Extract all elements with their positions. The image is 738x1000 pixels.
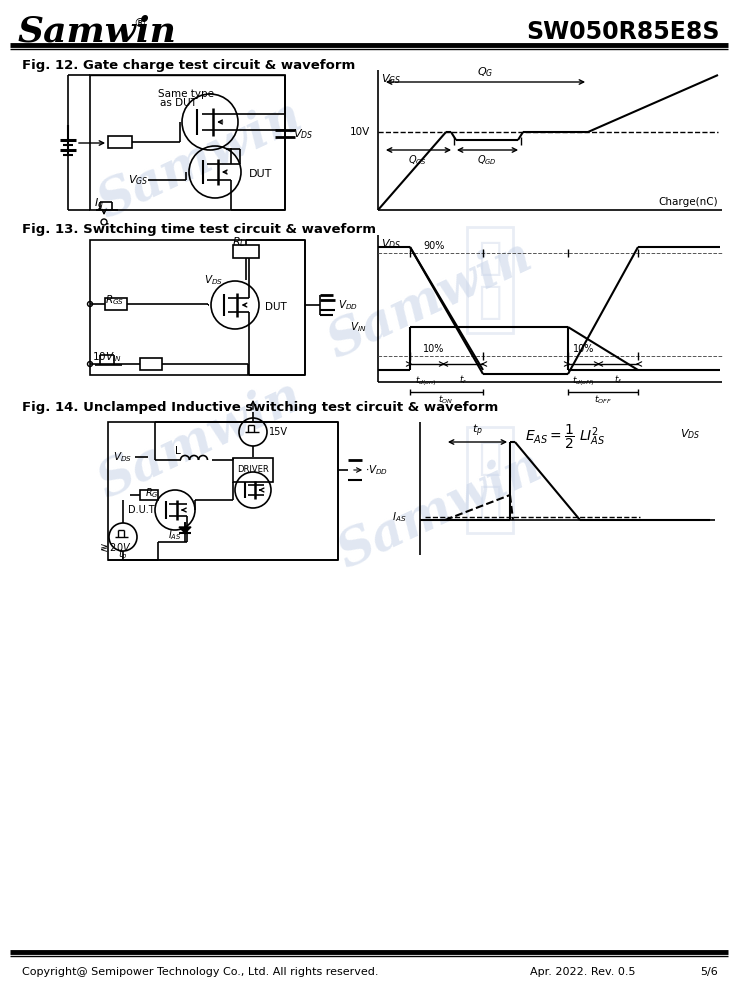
Text: $10V_{IN}$: $10V_{IN}$ [92,350,122,364]
Text: $V_{DD}$: $V_{DD}$ [338,298,358,312]
Text: 10V: 10V [350,127,370,137]
Text: $V_{DS}$: $V_{DS}$ [680,427,700,441]
Bar [105,298,127,310]
Text: Apr. 2022. Rev. 0.5: Apr. 2022. Rev. 0.5 [530,967,635,977]
Text: $t_f$: $t_f$ [614,374,622,386]
Bar [233,245,259,258]
Text: Copyright@ Semipower Technology Co., Ltd. All rights reserved.: Copyright@ Semipower Technology Co., Ltd… [22,967,379,977]
Bar [140,490,158,500]
Text: Samwin: Samwin [330,441,550,579]
Text: as DUT: as DUT [160,98,197,108]
Text: $\gtrless 20V$: $\gtrless 20V$ [98,542,132,554]
Text: $Q_{GS}$: $Q_{GS}$ [408,153,427,167]
Text: SW050R85E8S: SW050R85E8S [526,20,720,44]
Text: Fig. 13. Switching time test circuit & waveform: Fig. 13. Switching time test circuit & w… [22,224,376,236]
Text: DUT: DUT [249,169,272,179]
Text: $V_{DS}$: $V_{DS}$ [381,237,401,251]
Bar [233,458,273,482]
Text: $t_{ON}$: $t_{ON}$ [438,394,454,406]
Text: Samwin: Samwin [90,371,310,509]
Text: $t_{d(off)}$: $t_{d(off)}$ [572,374,594,388]
Text: 10%: 10% [573,344,594,354]
Text: $Q_G$: $Q_G$ [477,65,493,79]
Text: $V_{IN}$: $V_{IN}$ [350,320,367,334]
Text: 15V: 15V [269,427,288,437]
Text: $E_{AS} = \dfrac{1}{2}\ LI_{AS}^{2}$: $E_{AS} = \dfrac{1}{2}\ LI_{AS}^{2}$ [525,423,605,451]
Text: $R_{GS}$: $R_{GS}$ [105,293,124,307]
Text: 质
检: 质 检 [478,239,502,321]
Text: $t_r$: $t_r$ [459,374,467,386]
Bar [108,422,338,560]
Text: D.U.T: D.U.T [128,505,155,515]
Text: DRIVER: DRIVER [237,466,269,475]
Bar [90,240,305,375]
Text: Fig. 14. Unclamped Inductive switching test circuit & waveform: Fig. 14. Unclamped Inductive switching t… [22,401,498,414]
Text: $t_p$: $t_p$ [118,548,128,562]
Text: $t_p$: $t_p$ [472,423,483,439]
Text: DUT: DUT [265,302,287,312]
Text: $R_G$: $R_G$ [145,486,159,500]
Text: $t_{OFF}$: $t_{OFF}$ [594,394,612,406]
Text: $I_{AS}$: $I_{AS}$ [392,510,407,524]
Text: $V_{GS}$: $V_{GS}$ [128,173,148,187]
Text: $V_{GS}$: $V_{GS}$ [381,72,401,86]
Text: ®: ® [133,17,145,30]
Text: Samwin: Samwin [320,231,540,369]
Text: $V_{DS}$: $V_{DS}$ [204,273,223,287]
Text: Fig. 12. Gate charge test circuit & waveform: Fig. 12. Gate charge test circuit & wave… [22,58,355,72]
Text: 质
检: 质 检 [478,439,502,521]
Text: $V_{DS}$: $V_{DS}$ [113,450,132,464]
Bar [140,358,162,370]
Text: $I_{AS}$: $I_{AS}$ [168,528,182,542]
Text: $R_L$: $R_L$ [232,235,246,249]
Text: $Q_{GD}$: $Q_{GD}$ [477,153,497,167]
Text: L: L [175,446,181,456]
Text: $t_{d(on)}$: $t_{d(on)}$ [415,374,437,388]
Text: $I_g$: $I_g$ [94,197,104,213]
Text: 5/6: 5/6 [700,967,718,977]
Text: $V_{DS}$: $V_{DS}$ [293,127,313,141]
Text: Samwin: Samwin [90,91,310,229]
Text: 10%: 10% [423,344,444,354]
Text: Samwin: Samwin [18,15,177,49]
Text: 90%: 90% [423,241,444,251]
Text: Same type: Same type [158,89,214,99]
Text: Charge(nC): Charge(nC) [658,197,718,207]
Text: $\cdot V_{DD}$: $\cdot V_{DD}$ [365,463,388,477]
Polygon shape [179,527,191,533]
Bar [108,136,132,148]
Bar [90,75,285,210]
